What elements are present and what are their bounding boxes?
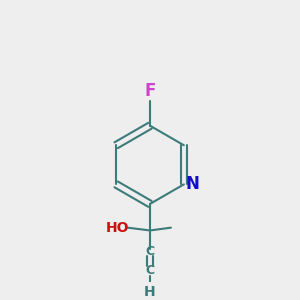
Text: C: C bbox=[146, 245, 154, 258]
Text: H: H bbox=[144, 285, 156, 299]
Text: HO: HO bbox=[105, 221, 129, 235]
Text: F: F bbox=[144, 82, 156, 100]
Text: N: N bbox=[185, 176, 199, 194]
Text: C: C bbox=[146, 265, 154, 278]
